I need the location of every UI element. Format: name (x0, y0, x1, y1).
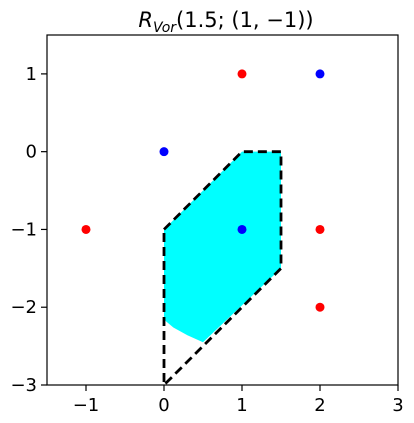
y-tick-label-2: −1 (10, 219, 37, 240)
x-axis: −1 0 1 2 3 (73, 385, 404, 416)
scatter-point-1-1 (159, 147, 169, 157)
scatter-point-0-3 (315, 302, 325, 312)
x-tick-label-2: 1 (236, 395, 247, 416)
x-tick-label-1: 0 (158, 395, 169, 416)
scatter-point-1-0 (315, 69, 325, 79)
x-tick-label-4: 3 (392, 395, 403, 416)
y-axis: 1 0 −1 −2 −3 (10, 64, 47, 396)
shaded-region (164, 151, 281, 343)
scatter-point-0-0 (237, 69, 247, 79)
y-tick-label-1: 0 (26, 142, 37, 163)
shaded-region-layer (164, 151, 281, 343)
plot-frame (46, 34, 399, 386)
title-subscript: Vor (153, 20, 177, 36)
x-tick-label-0: −1 (73, 395, 100, 416)
dashed-polygon-layer (162, 150, 283, 389)
scatter-points-layer (81, 69, 325, 312)
title-rest: (1.5; (1, −1)) (176, 8, 314, 32)
y-tick-label-4: −3 (10, 375, 37, 396)
scatter-point-0-2 (315, 224, 325, 234)
y-tick-label-3: −2 (10, 297, 37, 318)
title-base: R (138, 8, 153, 32)
x-tick-label-3: 2 (314, 395, 325, 416)
scatter-point-1-2 (237, 224, 247, 234)
y-tick-label-0: 1 (26, 64, 37, 85)
dashed-polygon (162, 150, 283, 389)
scatter-point-0-1 (81, 224, 91, 234)
chart-title: RVor(1.5; (1, −1)) (138, 8, 313, 36)
